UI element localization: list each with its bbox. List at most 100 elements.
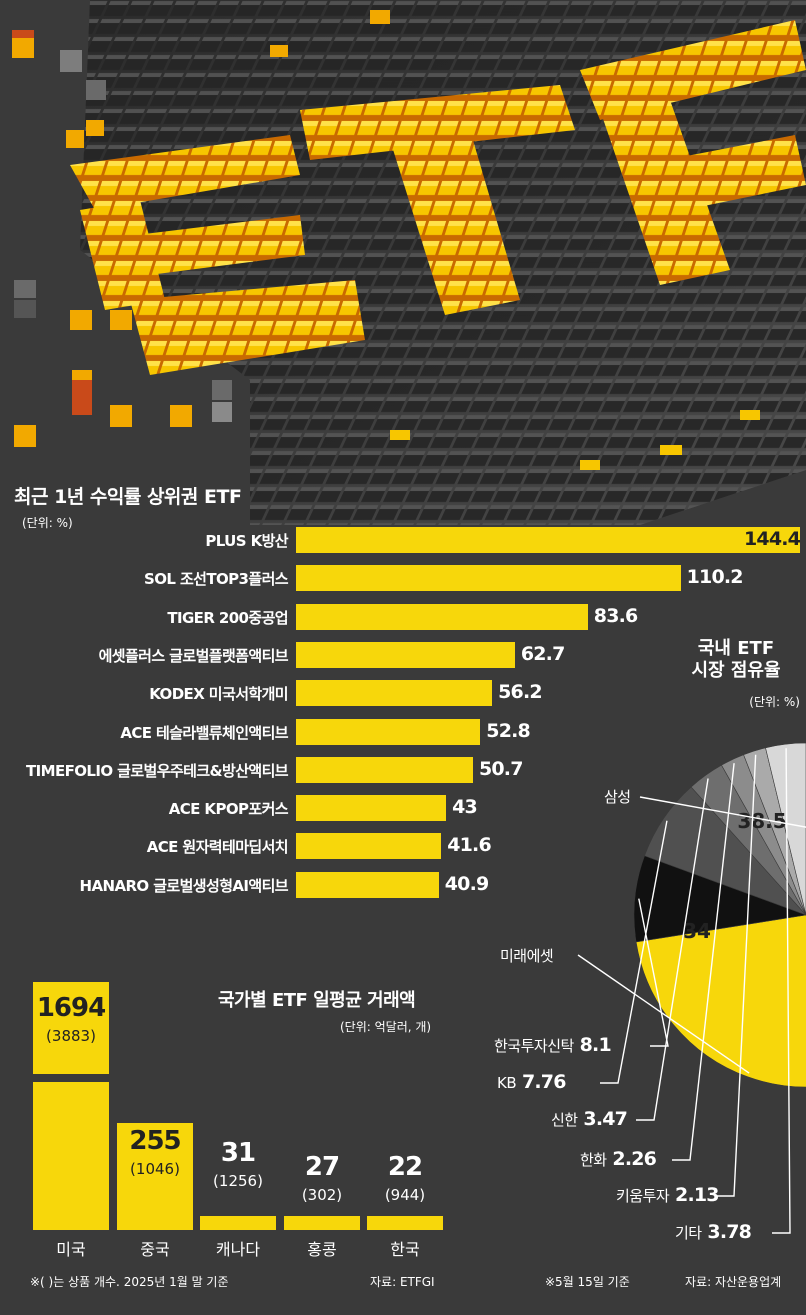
letter-f-cubes: [580, 20, 806, 285]
country-bar: [117, 1122, 193, 1230]
bar-label: ACE KPOP포커스: [168, 800, 289, 819]
pie-leader-line: [672, 763, 735, 1161]
bar: [296, 603, 588, 630]
pie-label: 삼성: [604, 786, 631, 807]
country-product-count: (944): [384, 1186, 426, 1204]
country-name: 캐나다: [215, 1240, 261, 1259]
letter-t-cubes: [300, 85, 575, 315]
country-product-count: (3883): [46, 1027, 96, 1045]
pie-label-name: 한국투자신탁: [494, 1037, 574, 1055]
pie-label-name: 삼성: [604, 788, 631, 806]
pie-label-name: 미래에셋: [500, 947, 554, 965]
country-product-count: (302): [301, 1186, 343, 1204]
pie-label-name: 기타: [675, 1224, 702, 1242]
country-chart-title: 국가별 ETF 일평균 거래액: [218, 990, 416, 1011]
pie-leader-line: [638, 898, 669, 1047]
pie-leader-line: [772, 748, 791, 1234]
bar: [296, 718, 481, 745]
bar-label: TIGER 200중공업: [167, 608, 288, 627]
pie-label-value: 7.76: [516, 1071, 566, 1093]
bar-label: 에셋플러스 글로벌플랫폼액티브: [98, 646, 289, 665]
pie-chart-note: ※5월 15일 기준: [545, 1275, 630, 1289]
pie-label-value: 2.13: [669, 1184, 719, 1206]
pie-leader-line: [577, 954, 750, 1074]
bar-label: SOL 조선TOP3플러스: [144, 570, 289, 589]
bar: [296, 833, 442, 860]
bar: [296, 527, 800, 553]
pie-label: 미래에셋: [500, 945, 554, 966]
pie-label-value: 2.26: [606, 1148, 657, 1170]
bar-value: 50.7: [478, 757, 523, 780]
pie-chart-source: 자료: 자산운용업계: [685, 1275, 782, 1289]
country-name: 홍콩: [307, 1240, 337, 1259]
bar-value: 62.7: [520, 642, 565, 665]
pie-label: 키움투자 2.13: [616, 1184, 719, 1206]
country-bar: [200, 1216, 276, 1230]
bar: [296, 565, 681, 592]
country-bar-break-top: [33, 982, 109, 1074]
pie-label-value: 3.47: [577, 1108, 628, 1130]
bar: [296, 756, 473, 783]
pie-leader-line: [716, 754, 757, 1197]
bar-value: 110.2: [686, 566, 744, 589]
country-value: 255: [129, 1126, 181, 1156]
bar-value: 43: [452, 796, 478, 819]
bar-label: HANARO 글로벌생성형AI액티브: [79, 876, 289, 895]
country-chart-note: ※( )는 상품 개수. 2025년 1월 말 기준: [30, 1275, 229, 1289]
bar-chart-title: 최근 1년 수익률 상위권 ETF: [14, 486, 242, 508]
bar: [296, 795, 447, 822]
country-value: 1694: [36, 993, 106, 1023]
pie-label-name: 키움투자: [616, 1187, 670, 1205]
pie-slice: [635, 914, 806, 1088]
country-bar: [33, 1082, 109, 1230]
bar-label: PLUS K방산: [205, 532, 288, 550]
pie-slice: [633, 855, 806, 943]
pie-label-name: 한화: [580, 1151, 607, 1169]
country-name: 미국: [56, 1240, 86, 1259]
hero-illustration: [0, 0, 806, 525]
pie-slice-value: 38.5: [737, 809, 786, 833]
pie-slice-value: 34: [683, 919, 711, 943]
country-chart-source: 자료: ETFGI: [370, 1275, 435, 1289]
pie-label-name: KB: [497, 1074, 517, 1092]
pie-leader-line: [639, 796, 806, 828]
bar-value: 40.9: [444, 872, 489, 895]
bar-label: KODEX 미국서학개미: [149, 685, 288, 704]
bar-value: 56.2: [498, 681, 542, 704]
country-chart-unit: (단위: 억달러, 개): [340, 1020, 432, 1034]
country-value: 27: [304, 1152, 340, 1182]
country-name: 한국: [390, 1240, 420, 1259]
bar-label: ACE 테슬라밸류체인액티브: [120, 723, 288, 742]
pie-label-value: 8.1: [573, 1034, 612, 1056]
pie-chart-unit: (단위: %): [749, 695, 800, 709]
pie-label: 한화 2.26: [580, 1148, 657, 1170]
bar: [296, 680, 493, 707]
bar-value: 83.6: [593, 604, 638, 627]
pie-title-line1: 국내 ETF: [697, 638, 775, 659]
country-product-count: (1046): [130, 1160, 180, 1178]
bar-value: 41.6: [447, 834, 491, 857]
bar: [296, 641, 515, 668]
bar-value: 52.8: [486, 719, 530, 742]
pie-label-name: 신한: [551, 1111, 578, 1129]
pie-leader-line: [600, 820, 668, 1084]
country-bar: [367, 1216, 443, 1230]
pie-label: 한국투자신탁 8.1: [494, 1034, 612, 1056]
pie-label-value: 3.78: [701, 1221, 752, 1243]
country-bar: [284, 1216, 360, 1230]
bar: [296, 871, 439, 898]
pie-label: KB 7.76: [497, 1071, 566, 1093]
pie-title-line2: 시장 점유율: [691, 660, 781, 681]
pie-label: 기타 3.78: [675, 1221, 752, 1243]
country-name: 중국: [140, 1240, 170, 1259]
bar-label: TIMEFOLIO 글로벌우주테크&방산액티브: [26, 761, 289, 780]
bar-chart-unit: (단위: %): [22, 516, 73, 530]
pie-label: 신한 3.47: [551, 1108, 628, 1130]
letter-e-cubes: [70, 135, 365, 375]
country-product-count: (1256): [213, 1172, 263, 1190]
country-value: 22: [387, 1152, 423, 1182]
country-value: 31: [220, 1138, 256, 1168]
bar-label: ACE 원자력테마딥서치: [146, 838, 289, 857]
pie-chart-title: 국내 ETF 시장 점유율: [676, 638, 796, 682]
